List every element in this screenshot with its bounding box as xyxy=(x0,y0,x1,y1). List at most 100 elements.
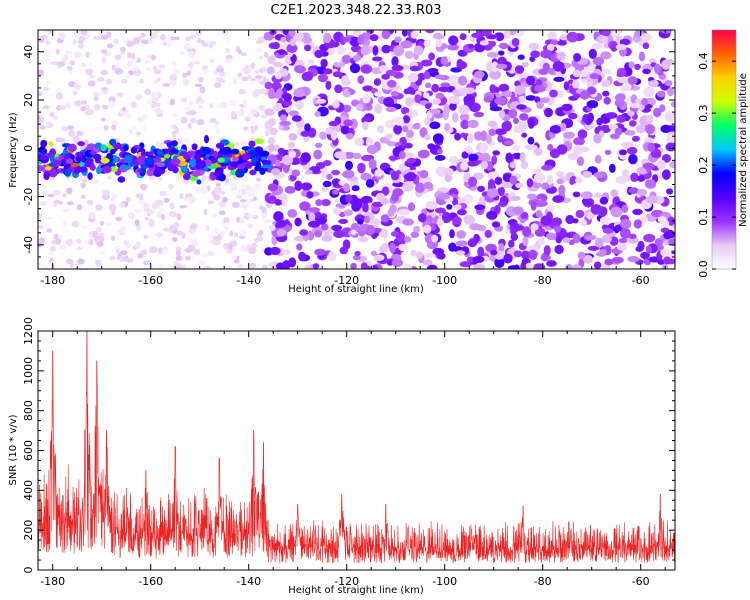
spectrogram-cell xyxy=(127,52,132,59)
spectrogram-cell xyxy=(144,88,152,96)
spectrogram-cell xyxy=(306,191,314,199)
spectrogram-cell xyxy=(643,233,656,243)
spectrogram-cell xyxy=(503,30,511,39)
spectrogram-x-tick-label: -180 xyxy=(40,274,65,287)
spectrogram-cell xyxy=(665,258,675,265)
spectrogram-cell xyxy=(185,255,191,261)
spectrogram-cell xyxy=(137,253,144,259)
spectrogram-cell xyxy=(494,205,501,214)
spectrogram-cell xyxy=(287,209,298,218)
spectrogram-cell xyxy=(251,122,256,127)
spectrogram-cell xyxy=(277,147,286,155)
spectrogram-cell xyxy=(144,217,149,221)
spectrogram-cell xyxy=(465,146,473,154)
spectrogram-cell xyxy=(567,152,580,160)
spectrogram-cell xyxy=(76,204,83,211)
spectrogram-cell xyxy=(215,182,221,187)
spectrogram-cell xyxy=(183,43,191,50)
spectrogram-cell xyxy=(67,125,75,130)
spectrogram-cell xyxy=(101,87,108,91)
spectrogram-cell xyxy=(322,160,332,167)
spectrogram-cell xyxy=(275,88,283,98)
spectrogram-cell xyxy=(215,33,221,38)
spectrogram-cell xyxy=(78,43,84,49)
spectrogram-cell xyxy=(534,227,546,237)
spectrogram-cell xyxy=(137,116,144,123)
spectrogram-cell xyxy=(429,121,441,130)
spectrogram-cell xyxy=(401,30,408,37)
spectrogram-cell xyxy=(530,223,539,231)
spectrogram-cell xyxy=(86,199,94,205)
spectrogram-cell xyxy=(38,212,42,220)
spectrogram-cell xyxy=(326,173,333,180)
spectrogram-cell xyxy=(43,48,49,52)
spectrogram-cell xyxy=(410,249,417,257)
spectrogram-cell xyxy=(660,30,672,34)
spectrogram-cell xyxy=(360,44,370,56)
spectrogram-cell xyxy=(374,91,383,97)
spectrogram-cell xyxy=(642,68,651,75)
spectrogram-cell xyxy=(463,214,475,225)
spectrogram-cell xyxy=(373,78,381,86)
spectrogram-cell xyxy=(180,116,188,124)
spectrogram-cell xyxy=(106,31,112,38)
spectrogram-cell xyxy=(277,193,288,201)
spectrogram-cell xyxy=(594,192,602,199)
spectrogram-cell xyxy=(458,87,470,95)
spectrogram-cell xyxy=(314,49,324,59)
spectrogram-cell xyxy=(126,40,134,48)
snr-x-tick-label: -80 xyxy=(534,575,552,588)
spectrogram-cell xyxy=(448,95,461,104)
spectrogram-cell xyxy=(601,30,611,37)
spectrogram-cell xyxy=(223,217,230,224)
spectrogram-cell xyxy=(503,253,513,264)
spectrogram-cell xyxy=(419,169,429,179)
spectrogram-cell xyxy=(620,218,632,230)
spectrogram-cell xyxy=(42,148,48,155)
spectrogram-cell xyxy=(158,177,163,182)
spectrogram-cell xyxy=(263,51,269,58)
spectrogram-cell xyxy=(405,171,417,182)
spectrogram-cell xyxy=(38,165,44,172)
spectrogram-cell xyxy=(592,56,605,66)
spectrogram-cell xyxy=(214,147,222,152)
spectrogram-cell xyxy=(318,73,328,83)
spectrogram-cell xyxy=(218,210,226,216)
spectrogram-cell xyxy=(157,205,164,212)
spectrogram-panel: -180 -160 -140 -120 -100 -80 -60 -40 -20 0 20 40 He… xyxy=(8,29,676,295)
spectrogram-cell xyxy=(38,91,43,97)
spectrogram-cell xyxy=(486,187,499,198)
spectrogram-cell xyxy=(342,90,351,97)
spectrogram-cell xyxy=(668,238,675,246)
spectrogram-cell xyxy=(198,77,204,83)
spectrogram-cell xyxy=(533,172,546,184)
spectrogram-cell xyxy=(460,119,470,130)
spectrogram-cell xyxy=(434,154,446,161)
spectrogram-cell xyxy=(427,68,439,73)
spectrogram-cell xyxy=(403,263,413,269)
spectrogram-cell xyxy=(577,129,588,139)
spectrogram-cell xyxy=(446,204,453,210)
colorbar-tick-label: 0.2 xyxy=(697,156,710,174)
spectrogram-x-tick-label: -160 xyxy=(138,274,163,287)
spectrogram-cell xyxy=(425,30,435,34)
spectrogram-cell xyxy=(628,120,637,127)
spectrogram-cell xyxy=(176,213,182,221)
spectrogram-cell xyxy=(131,66,140,71)
spectrogram-cell xyxy=(539,97,550,103)
spectrogram-cell xyxy=(602,79,611,86)
spectrogram-cell xyxy=(209,103,214,109)
spectrogram-cell xyxy=(146,67,151,72)
spectrogram-cell xyxy=(542,62,550,71)
spectrogram-cell xyxy=(80,182,86,189)
spectrogram-cell xyxy=(319,131,327,140)
spectrogram-frame xyxy=(37,29,676,270)
spectrogram-cell xyxy=(323,32,332,44)
spectrogram-cell xyxy=(568,239,575,246)
spectrogram-cell xyxy=(137,42,145,47)
spectrogram-cell xyxy=(617,76,628,84)
spectrogram-cell xyxy=(546,232,557,241)
spectrogram-cell xyxy=(653,107,662,118)
spectrogram-cell xyxy=(274,159,281,167)
spectrogram-cell xyxy=(121,79,128,84)
